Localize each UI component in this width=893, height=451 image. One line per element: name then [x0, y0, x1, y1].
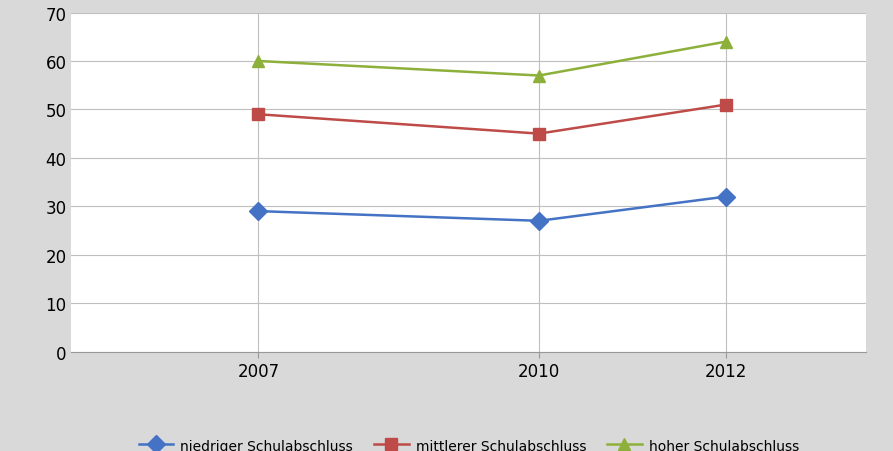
mittlerer Schulabschluss — [534, 132, 545, 137]
hoher Schulabschluss — [253, 59, 263, 64]
Line: niedriger Schulabschluss: niedriger Schulabschluss — [252, 191, 732, 228]
Legend: niedriger Schulabschluss, mittlerer Schulabschluss, hoher Schulabschluss: niedriger Schulabschluss, mittlerer Schu… — [133, 433, 805, 451]
mittlerer Schulabschluss — [721, 103, 731, 108]
mittlerer Schulabschluss — [253, 112, 263, 118]
niedriger Schulabschluss — [721, 194, 731, 200]
Line: mittlerer Schulabschluss: mittlerer Schulabschluss — [252, 99, 732, 141]
hoher Schulabschluss — [721, 40, 731, 45]
hoher Schulabschluss — [534, 74, 545, 79]
Line: hoher Schulabschluss: hoher Schulabschluss — [252, 36, 732, 83]
niedriger Schulabschluss — [253, 209, 263, 214]
niedriger Schulabschluss — [534, 219, 545, 224]
